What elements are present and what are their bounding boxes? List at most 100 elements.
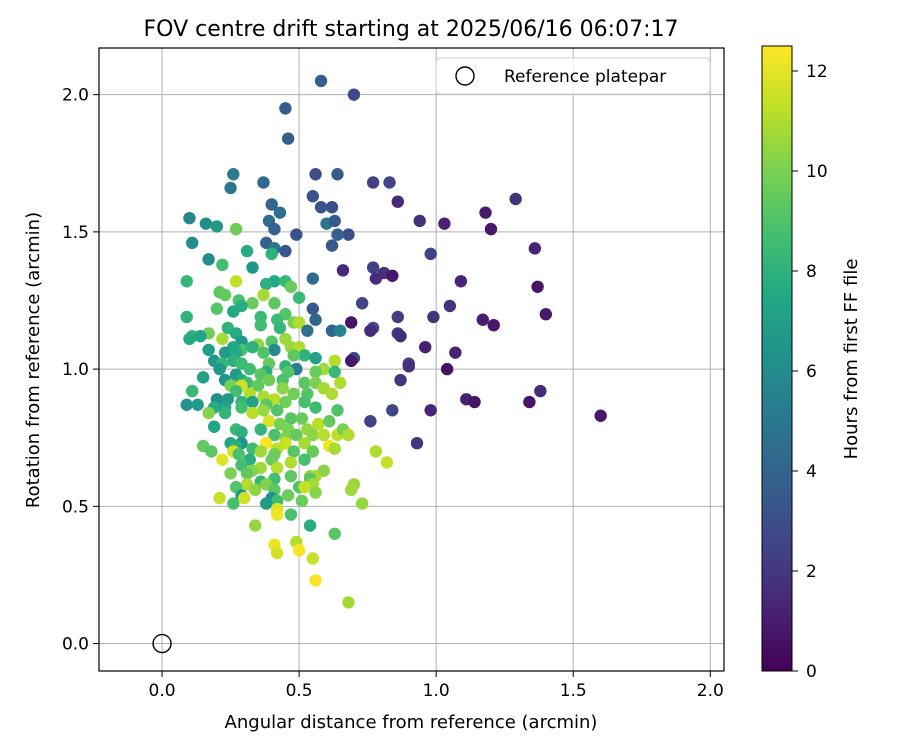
data-point	[509, 192, 522, 206]
y-tick-label: 2.0	[62, 86, 89, 106]
x-tick-label: 2.0	[697, 681, 724, 701]
data-point	[287, 349, 300, 362]
data-point	[298, 437, 311, 450]
data-point	[183, 332, 196, 346]
data-point	[295, 494, 309, 508]
data-point	[194, 329, 207, 343]
data-point	[317, 428, 330, 442]
data-point	[235, 426, 248, 439]
data-point	[270, 508, 284, 521]
data-point	[328, 527, 341, 540]
data-point	[284, 280, 298, 293]
data-point	[328, 214, 341, 228]
data-point	[224, 181, 237, 195]
data-point	[424, 404, 437, 417]
data-point	[344, 316, 358, 329]
data-point	[380, 456, 394, 469]
data-point	[254, 318, 267, 332]
data-point	[364, 324, 377, 337]
data-point	[347, 88, 361, 101]
data-point	[344, 483, 358, 497]
data-point	[249, 483, 262, 497]
data-point	[183, 211, 196, 225]
data-point	[366, 176, 380, 189]
data-point	[454, 275, 468, 288]
plot-frame	[98, 47, 725, 672]
data-point	[391, 195, 404, 208]
data-point	[268, 222, 281, 236]
data-point	[336, 264, 350, 277]
data-point	[427, 310, 440, 324]
data-point	[309, 401, 322, 414]
data-point	[440, 362, 454, 376]
data-point	[268, 297, 281, 310]
data-point	[227, 305, 240, 318]
data-point	[344, 354, 358, 368]
data-point	[523, 395, 536, 409]
data-point	[232, 447, 246, 461]
data-point	[257, 346, 270, 359]
data-point	[205, 445, 218, 458]
colorbar-gradient	[761, 45, 793, 672]
data-point	[216, 258, 229, 272]
data-point	[364, 415, 377, 428]
data-point	[270, 404, 284, 417]
data-point	[246, 340, 259, 354]
colorbar-tick-label: 8	[806, 262, 817, 282]
data-point	[325, 239, 339, 252]
data-point	[270, 546, 284, 560]
data-point	[284, 456, 298, 469]
data-point	[394, 329, 407, 343]
data-point	[419, 340, 432, 354]
data-point	[325, 387, 339, 401]
data-point	[292, 291, 306, 304]
data-point	[443, 299, 457, 313]
data-point	[273, 321, 287, 335]
data-point	[292, 544, 306, 557]
data-point	[202, 406, 215, 420]
data-point	[218, 346, 232, 359]
data-point	[273, 206, 287, 219]
data-point	[342, 428, 355, 442]
legend-marker-icon	[455, 66, 475, 86]
data-point	[539, 308, 553, 321]
data-point	[369, 272, 383, 285]
data-point	[295, 412, 309, 425]
data-point	[394, 373, 407, 387]
data-point	[298, 480, 311, 494]
data-point	[314, 74, 328, 88]
data-point	[479, 206, 492, 219]
data-point	[229, 384, 243, 398]
data-point	[265, 247, 278, 261]
data-point	[191, 398, 204, 411]
data-point	[298, 453, 311, 466]
data-point	[210, 220, 224, 233]
data-point	[298, 376, 311, 390]
colorbar-label: Hours from first FF file	[841, 259, 862, 460]
data-point	[424, 247, 437, 261]
data-point	[309, 365, 322, 379]
data-point	[213, 362, 226, 376]
data-point	[438, 217, 451, 230]
data-point	[284, 412, 298, 425]
data-point	[306, 428, 320, 442]
y-tick-label: 1.0	[62, 360, 89, 380]
data-point	[413, 214, 426, 228]
data-point	[528, 242, 542, 255]
y-tick-label: 1.5	[62, 223, 89, 243]
data-point	[227, 497, 240, 510]
data-point	[328, 354, 341, 368]
data-point	[355, 497, 369, 510]
data-point	[199, 217, 213, 230]
data-point	[246, 395, 259, 409]
y-tick-label: 0.5	[62, 497, 89, 517]
data-point	[251, 379, 265, 392]
data-point	[531, 280, 544, 293]
data-point	[342, 596, 355, 609]
data-point	[449, 346, 462, 359]
data-point	[243, 362, 256, 376]
data-point	[213, 491, 226, 505]
data-point	[279, 244, 292, 258]
x-tick-label: 1.0	[423, 681, 450, 701]
